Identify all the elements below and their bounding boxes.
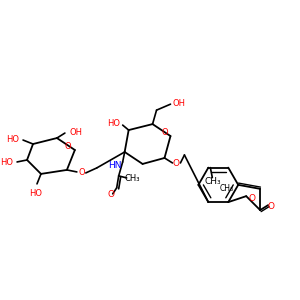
Text: O: O — [161, 128, 168, 136]
Text: CH₃: CH₃ — [219, 184, 233, 193]
Text: HO: HO — [29, 189, 43, 198]
Text: O: O — [173, 159, 180, 168]
Text: HO: HO — [107, 118, 120, 127]
Text: CH₃: CH₃ — [204, 177, 220, 186]
Text: HN: HN — [108, 161, 122, 170]
Text: HO: HO — [7, 134, 20, 143]
Text: O: O — [249, 194, 256, 202]
Text: O: O — [64, 142, 71, 151]
Text: HO: HO — [1, 158, 13, 167]
Text: OH: OH — [173, 99, 186, 108]
Text: O: O — [79, 168, 85, 177]
Text: O: O — [107, 190, 114, 199]
Text: O: O — [268, 202, 274, 211]
Text: OH: OH — [69, 128, 82, 136]
Text: CH₃: CH₃ — [125, 174, 140, 183]
